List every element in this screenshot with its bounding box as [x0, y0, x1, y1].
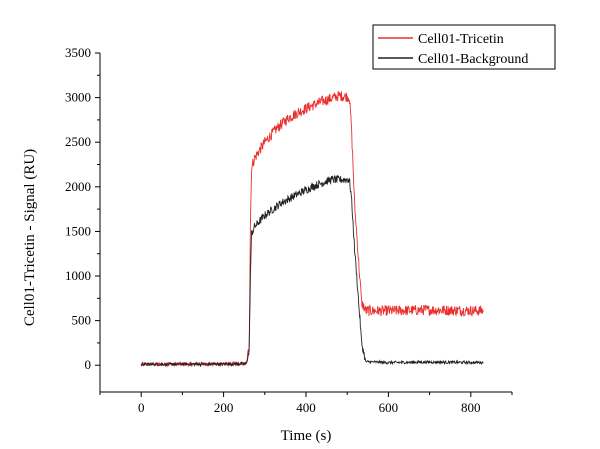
y-tick-label: 0	[85, 357, 92, 372]
ticks: 0 500 1000 1500 2000 2500 3000 3500 0 200 400 600 80…	[65, 45, 513, 415]
x-tick-label: 400	[296, 400, 316, 415]
legend-box	[372, 24, 556, 70]
x-tick-label: 600	[379, 400, 399, 415]
x-tick-label: 800	[461, 400, 481, 415]
y-tick-label: 3000	[65, 90, 91, 105]
legend: Cell01-Tricetin Cell01-Background	[372, 24, 556, 70]
series-lines	[140, 91, 484, 368]
y-tick-label: 3500	[65, 45, 91, 60]
series-line-0	[140, 91, 484, 368]
y-axis-title: Cell01-Tricetin - Signal (RU)	[22, 149, 38, 326]
y-tick-label: 500	[72, 313, 92, 328]
y-tick-label: 2500	[65, 134, 91, 149]
legend-label-background: Cell01-Background	[418, 52, 528, 67]
series-line-1	[140, 174, 484, 368]
y-tick-label: 1000	[65, 268, 91, 283]
legend-label-tricetin: Cell01-Tricetin	[418, 32, 504, 47]
x-tick-label: 0	[138, 400, 145, 415]
y-tick-label: 2000	[65, 179, 91, 194]
x-axis-title: Time (s)	[281, 428, 332, 444]
x-tick-label: 200	[214, 400, 234, 415]
y-tick-label: 1500	[65, 223, 91, 238]
